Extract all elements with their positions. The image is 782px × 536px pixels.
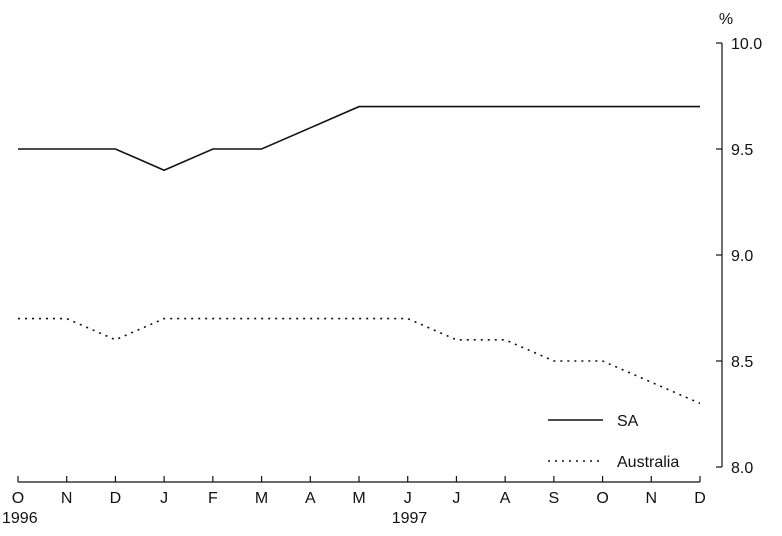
x-tick-label: S bbox=[549, 490, 560, 507]
x-year-label: 1997 bbox=[392, 510, 428, 527]
x-tick-label: J bbox=[404, 490, 412, 507]
y-tick-label: 10.0 bbox=[731, 36, 762, 53]
legend-label-sa: SA bbox=[617, 413, 639, 430]
x-tick-label: J bbox=[160, 490, 168, 507]
x-tick-label: M bbox=[255, 490, 268, 507]
x-tick-label: N bbox=[61, 490, 73, 507]
x-tick-label: J bbox=[452, 490, 460, 507]
y-tick-label: 8.0 bbox=[731, 460, 753, 477]
x-tick-label: M bbox=[352, 490, 365, 507]
axes: O N D J F M A M J J A S O N D 1996 1997 8.0 8.5 9.0 9.5 10.0% bbox=[2, 11, 762, 527]
y-tick-label: 8.5 bbox=[731, 354, 753, 371]
series bbox=[18, 105, 701, 405]
x-tick-label: A bbox=[305, 490, 316, 507]
series-line-sa bbox=[18, 105, 700, 172]
x-tick-label: D bbox=[694, 490, 706, 507]
y-unit-label: % bbox=[719, 11, 733, 28]
x-year-label: 1996 bbox=[2, 510, 38, 527]
series-line-australia bbox=[18, 317, 701, 405]
legend-label-australia: Australia bbox=[617, 454, 679, 471]
legend: SA Australia bbox=[548, 413, 679, 471]
x-tick-label: A bbox=[500, 490, 511, 507]
x-tick-label: O bbox=[596, 490, 608, 507]
x-tick-label: F bbox=[208, 490, 218, 507]
x-tick-label: O bbox=[12, 490, 24, 507]
y-tick-label: 9.0 bbox=[731, 248, 753, 265]
y-tick-label: 9.5 bbox=[731, 142, 753, 159]
x-tick-label: N bbox=[646, 490, 658, 507]
x-tick-label: D bbox=[110, 490, 122, 507]
